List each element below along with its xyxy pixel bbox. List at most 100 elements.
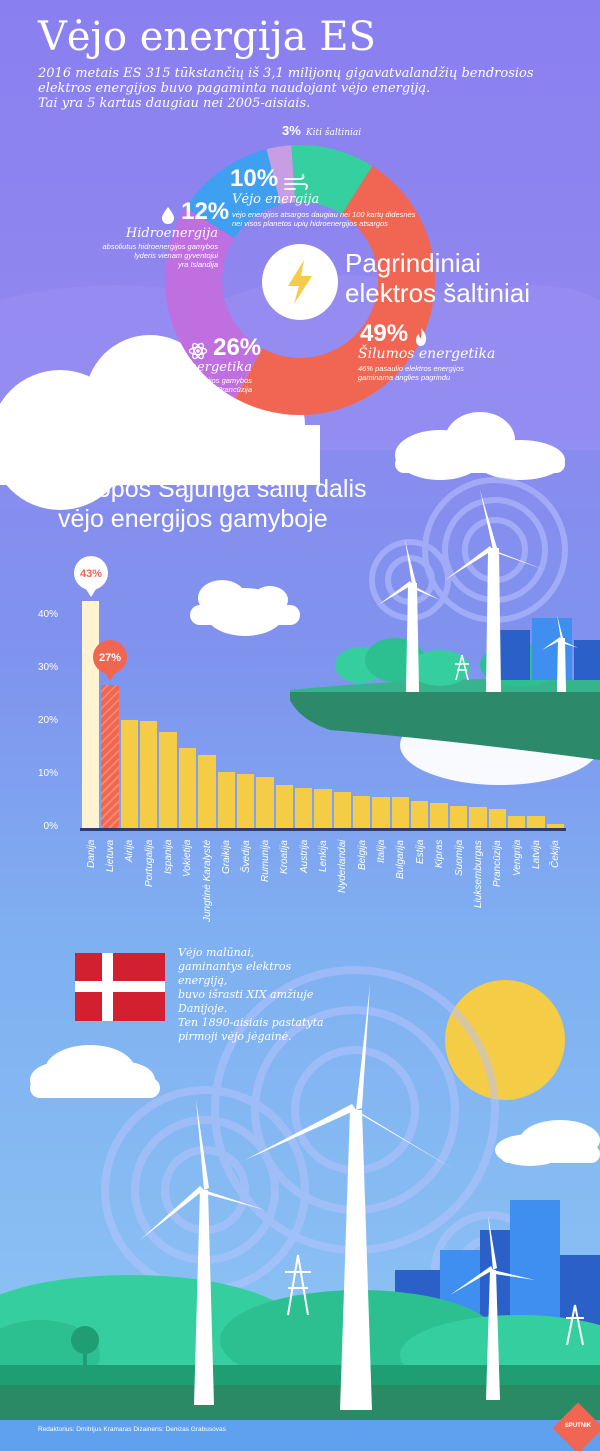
bar-kipras [430,803,448,828]
y-tick-label: 30% [37,662,58,674]
y-tick-label: 10% [37,768,58,780]
label-wind: 10% [230,165,309,193]
x-tick-label: Danija [85,839,97,868]
x-tick-label: Švedija [240,840,252,873]
label-nuclear: 26% [188,334,261,362]
x-tick-label: Latvija [530,840,542,869]
denmark-line: buvo išrasti XIX amžiuje Danijoje. [178,988,314,1015]
lightning-badge [262,244,338,320]
callout-label: 43% [80,568,102,580]
flame-icon [416,327,427,346]
donut-segment-thermal [234,166,435,415]
thermal-desc-line: gaminama anglies pagrindu [358,373,451,382]
wind-name: Vėjo energija [232,192,320,207]
x-tick-label: Estija [414,839,426,864]
denmark-line: Vėjo malūnai, [178,946,255,959]
cloud-left [0,335,320,510]
x-tick-label: Graikija [221,840,233,874]
donut-center-line2: elektros šaltiniai [345,278,530,308]
x-tick-label: Lenkija [318,840,329,872]
bar-suomija [449,805,468,828]
x-tick-label: Vengrija [511,839,523,876]
bar-vokietija [178,747,197,828]
bar-čekija [546,824,564,828]
x-tick-label: Suomija [453,839,465,876]
bar-airija [120,719,139,828]
bar-lenkija [314,789,332,828]
bar-vengrija [507,815,526,828]
bar-austrija [294,787,313,828]
y-tick-label: 0% [43,821,58,832]
bar-estija [411,801,429,828]
bar-graikija [217,772,235,828]
water-drop-icon [161,206,175,224]
intro-line: Tai yra 5 kartus daugiau nei 2005-aisiai… [38,96,311,111]
denmark-flag [75,953,165,1021]
thermal-desc: 46% pasaulio elektros energijos gaminama… [358,364,464,382]
x-tick-label: Bulgarija [395,840,407,879]
denmark-line: gaminantys elektros energiją, [178,960,292,987]
wind-icon [284,173,309,190]
label-thermal: 49% [360,320,429,348]
atom-icon [188,342,208,359]
bar-ispanija [159,732,177,828]
bar-italija [372,797,390,828]
bar-bulgarija [391,797,410,828]
other-percent: 3% [282,123,301,138]
x-tick-label: Vokietija [182,839,194,877]
denmark-line: pirmoji vėjo jėgainė. [178,1030,292,1043]
bar-portugalija [140,721,158,828]
intro-line: elektros energijos buvo pagaminta naudoj… [38,81,431,96]
x-tick-label: Rumunija [259,839,271,882]
donut-segment-wind [291,145,373,215]
x-tick-label: Čekija [550,840,562,868]
x-tick-label: Nyderlandai [337,839,349,893]
other-name: Kiti šaltiniai [305,128,362,138]
donut-center-line1: Pagrindiniai [345,248,481,278]
hydro-desc: absoliutus hidroenergijos gamybos lyderi… [70,242,219,269]
thermal-desc-line: 46% pasaulio elektros energijos [358,364,464,373]
hydro-percent: 12% [181,198,230,225]
callout-lietuva: 27% [93,640,128,682]
bar-lietuva [101,685,119,828]
x-tick-label: Jungtinė Karalystė [201,839,213,922]
donut-center-label: Pagrindiniai elektros šaltiniai [345,248,530,308]
nuclear-percent: 26% [213,334,262,361]
bar-kroatija [275,784,293,828]
bar-švedija [236,774,255,828]
page-title: Vėjo energija ES [38,14,376,60]
x-tick-label: Belgija [356,839,368,870]
x-tick-label: Prancūzija [492,840,504,887]
denmark-line: Ten 1890-aisiais pastatyta [178,1016,324,1029]
thermal-name: Šilumos energetika [358,346,496,362]
x-tick-label: Ispanija [163,839,175,874]
x-tick-label: Portugalija [143,839,155,887]
bar-jungtinė-karalystė [198,755,216,828]
wind-desc-line: nei visos planetos upių hidroenergijos a… [232,219,388,228]
bar-rumunija [256,777,274,828]
bar-prancūzija [488,808,506,828]
callout-label: 27% [99,652,121,664]
sputnik-logo-text: SPUTNIK [564,1423,592,1429]
nuclear-desc: pasauliniai branduolinės energijos gamyb… [60,376,252,394]
hydro-desc-line: yra Islandija [177,260,218,269]
x-tick-label: Airija [124,839,136,862]
wind-percent: 10% [230,165,279,192]
y-tick-label: 20% [37,715,58,727]
nuclear-desc-line: lyderiai yra JAV ir Prancūzija [156,385,252,394]
island-right [290,618,600,760]
bar-latvija [527,816,545,828]
x-tick-label: Italija [376,839,388,863]
wind-desc-line: vėjo energijos atsargos daugiau nei 100 … [232,210,416,219]
hydro-desc-line: lyderis vienam gyventojui [134,251,218,260]
lightning-icon [288,260,312,304]
x-tick-label: Kipras [434,839,446,868]
x-axis-line [80,828,566,831]
nuclear-name: Branduolinė energetika [96,360,252,375]
label-other: 3% Kiti šaltiniai [282,120,361,139]
y-tick-label: 40% [37,609,58,621]
hydro-desc-line: absoliutus hidroenergijos gamybos [102,242,219,251]
bar-belgija [353,796,371,828]
